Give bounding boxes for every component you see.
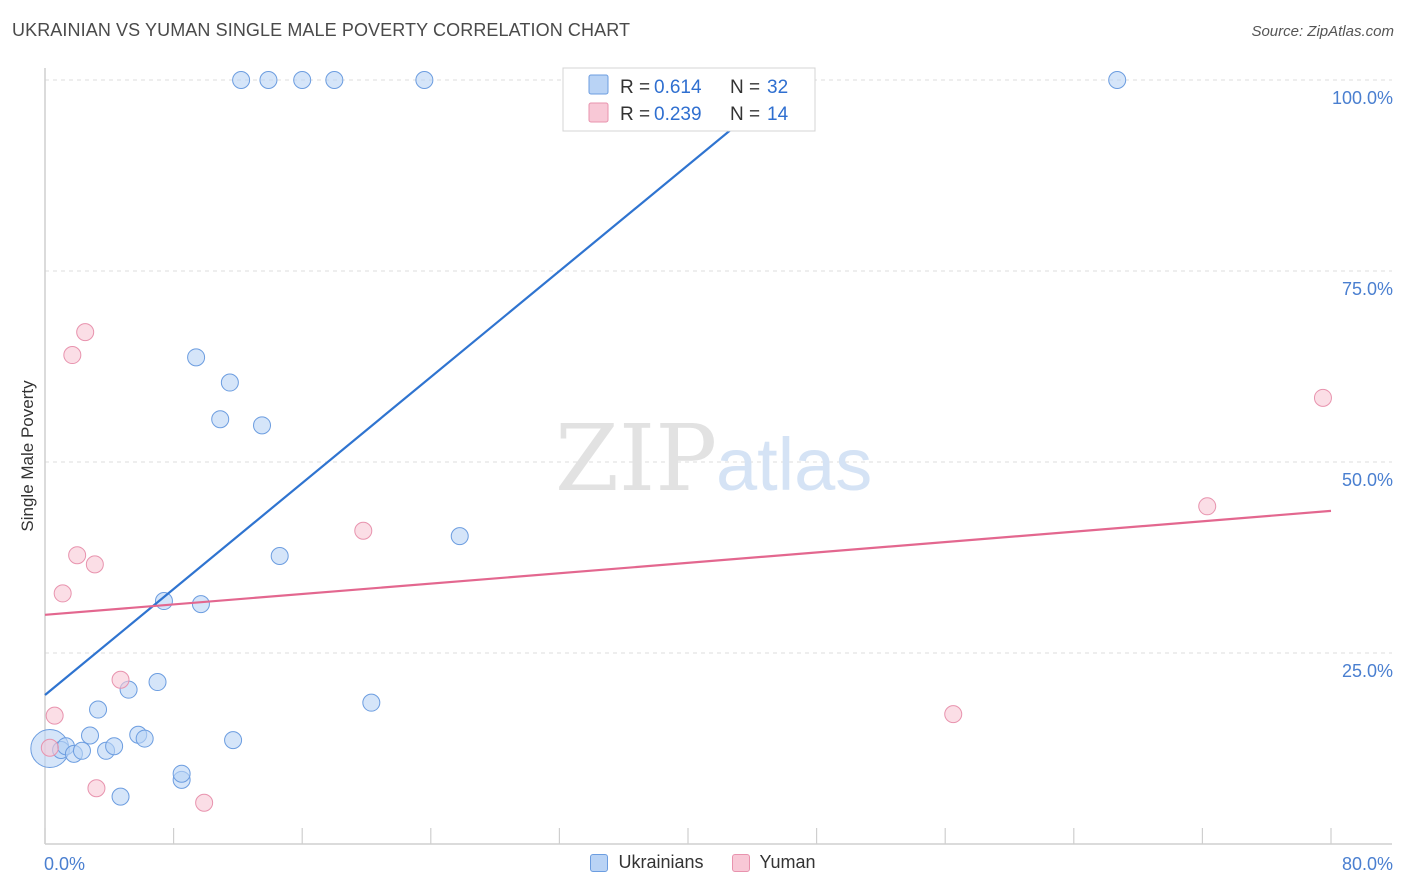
ukrainian-point-23 <box>270 546 289 565</box>
legend-swatch-yuman <box>588 102 609 123</box>
yuman-point-13 <box>1313 388 1332 407</box>
ukrainian-point-29 <box>415 71 434 89</box>
legend-r-label-2: R = <box>620 104 650 125</box>
legend-swatch-blue <box>590 853 609 872</box>
legend-item-ukrainians: Ukrainians <box>590 852 704 873</box>
ukrainian-point-4 <box>72 741 91 760</box>
x-tick-label-min: 0.0% <box>44 854 85 874</box>
yuman-point-6 <box>85 555 104 574</box>
ukrainian-point-30 <box>450 527 469 546</box>
watermark: ZIP atlas <box>555 405 872 512</box>
legend-label-ukrainians: Ukrainians <box>618 852 704 872</box>
legend-n-label-1: N = <box>730 77 760 98</box>
y-tick-label-2: 75.0% <box>1342 279 1393 299</box>
chart-title: UKRAINIAN VS YUMAN SINGLE MALE POVERTY C… <box>12 20 631 40</box>
ukrainian-point-22 <box>253 416 272 435</box>
legend-r-label-1: R = <box>620 77 650 98</box>
yuman-point-11 <box>944 705 963 724</box>
ukrainian-point-5 <box>81 726 100 745</box>
ukrainian-point-19 <box>211 410 230 429</box>
ukrainian-point-24 <box>232 71 251 89</box>
ukrainian-point-17 <box>191 595 210 614</box>
watermark-atlas: atlas <box>716 423 872 506</box>
yuman-point-2 <box>53 584 72 603</box>
yuman-point-5 <box>76 323 95 342</box>
trend-lines <box>44 71 1332 696</box>
gridlines <box>45 79 1392 654</box>
yuman-point-1 <box>45 706 64 725</box>
data-points <box>30 71 1332 812</box>
ukrainian-point-12 <box>135 729 154 748</box>
y-tick-label-1: 50.0% <box>1342 470 1393 490</box>
yuman-point-7 <box>87 779 106 798</box>
ukrainian-point-31 <box>1108 71 1127 89</box>
yuman-point-0 <box>40 738 59 757</box>
legend-r-value-2: 0.239 <box>654 104 702 125</box>
legend-item-yuman: Yuman <box>731 852 816 873</box>
series-yuman-points <box>40 323 1332 812</box>
x-tick-label-max: 80.0% <box>1342 854 1393 874</box>
ukrainian-point-16 <box>172 764 191 783</box>
watermark-zip: ZIP <box>555 405 717 512</box>
ukrainian-point-27 <box>325 71 344 89</box>
stats-legend: R = 0.614 N = 32 R = 0.239 N = 14 <box>562 67 816 132</box>
yuman-point-3 <box>63 346 82 365</box>
yuman-trend-line <box>44 509 1332 616</box>
ukrainian-point-28 <box>362 693 381 712</box>
yuman-point-12 <box>1198 497 1217 516</box>
tick-labels: 25.0% 50.0% 75.0% 100.0% 0.0% 80.0% <box>44 88 1393 874</box>
y-tick-label-3: 100.0% <box>1332 88 1393 108</box>
ukrainian-point-6 <box>89 700 108 719</box>
ukrainian-point-20 <box>220 373 239 392</box>
ukrainian-point-25 <box>259 71 278 89</box>
yuman-point-10 <box>354 521 373 540</box>
yuman-point-4 <box>68 546 87 565</box>
ukrainian-point-21 <box>224 731 243 750</box>
legend-swatch-ukrainians <box>588 74 609 95</box>
ukrainian-point-9 <box>111 787 130 806</box>
legend-swatch-pink <box>731 853 750 872</box>
ukrainian-point-18 <box>187 348 206 367</box>
y-tick-label-0: 25.0% <box>1342 661 1393 681</box>
ukrainian-point-8 <box>105 737 124 756</box>
ukrainian-trend-line <box>44 71 802 696</box>
legend-label-yuman: Yuman <box>759 852 816 872</box>
yuman-point-9 <box>195 793 214 812</box>
source-label: Source: ZipAtlas.com <box>1251 23 1394 40</box>
legend-n-value-2: 14 <box>767 104 789 125</box>
legend-n-value-1: 32 <box>767 77 788 98</box>
axes <box>44 68 1392 845</box>
series-ukrainians-points <box>30 71 1127 806</box>
ukrainian-point-26 <box>293 71 312 89</box>
series-legend: Ukrainians Yuman <box>0 852 1406 873</box>
legend-r-value-1: 0.614 <box>654 77 702 98</box>
yuman-point-8 <box>111 670 130 689</box>
ukrainian-point-13 <box>148 673 167 692</box>
legend-n-label-2: N = <box>730 104 760 125</box>
